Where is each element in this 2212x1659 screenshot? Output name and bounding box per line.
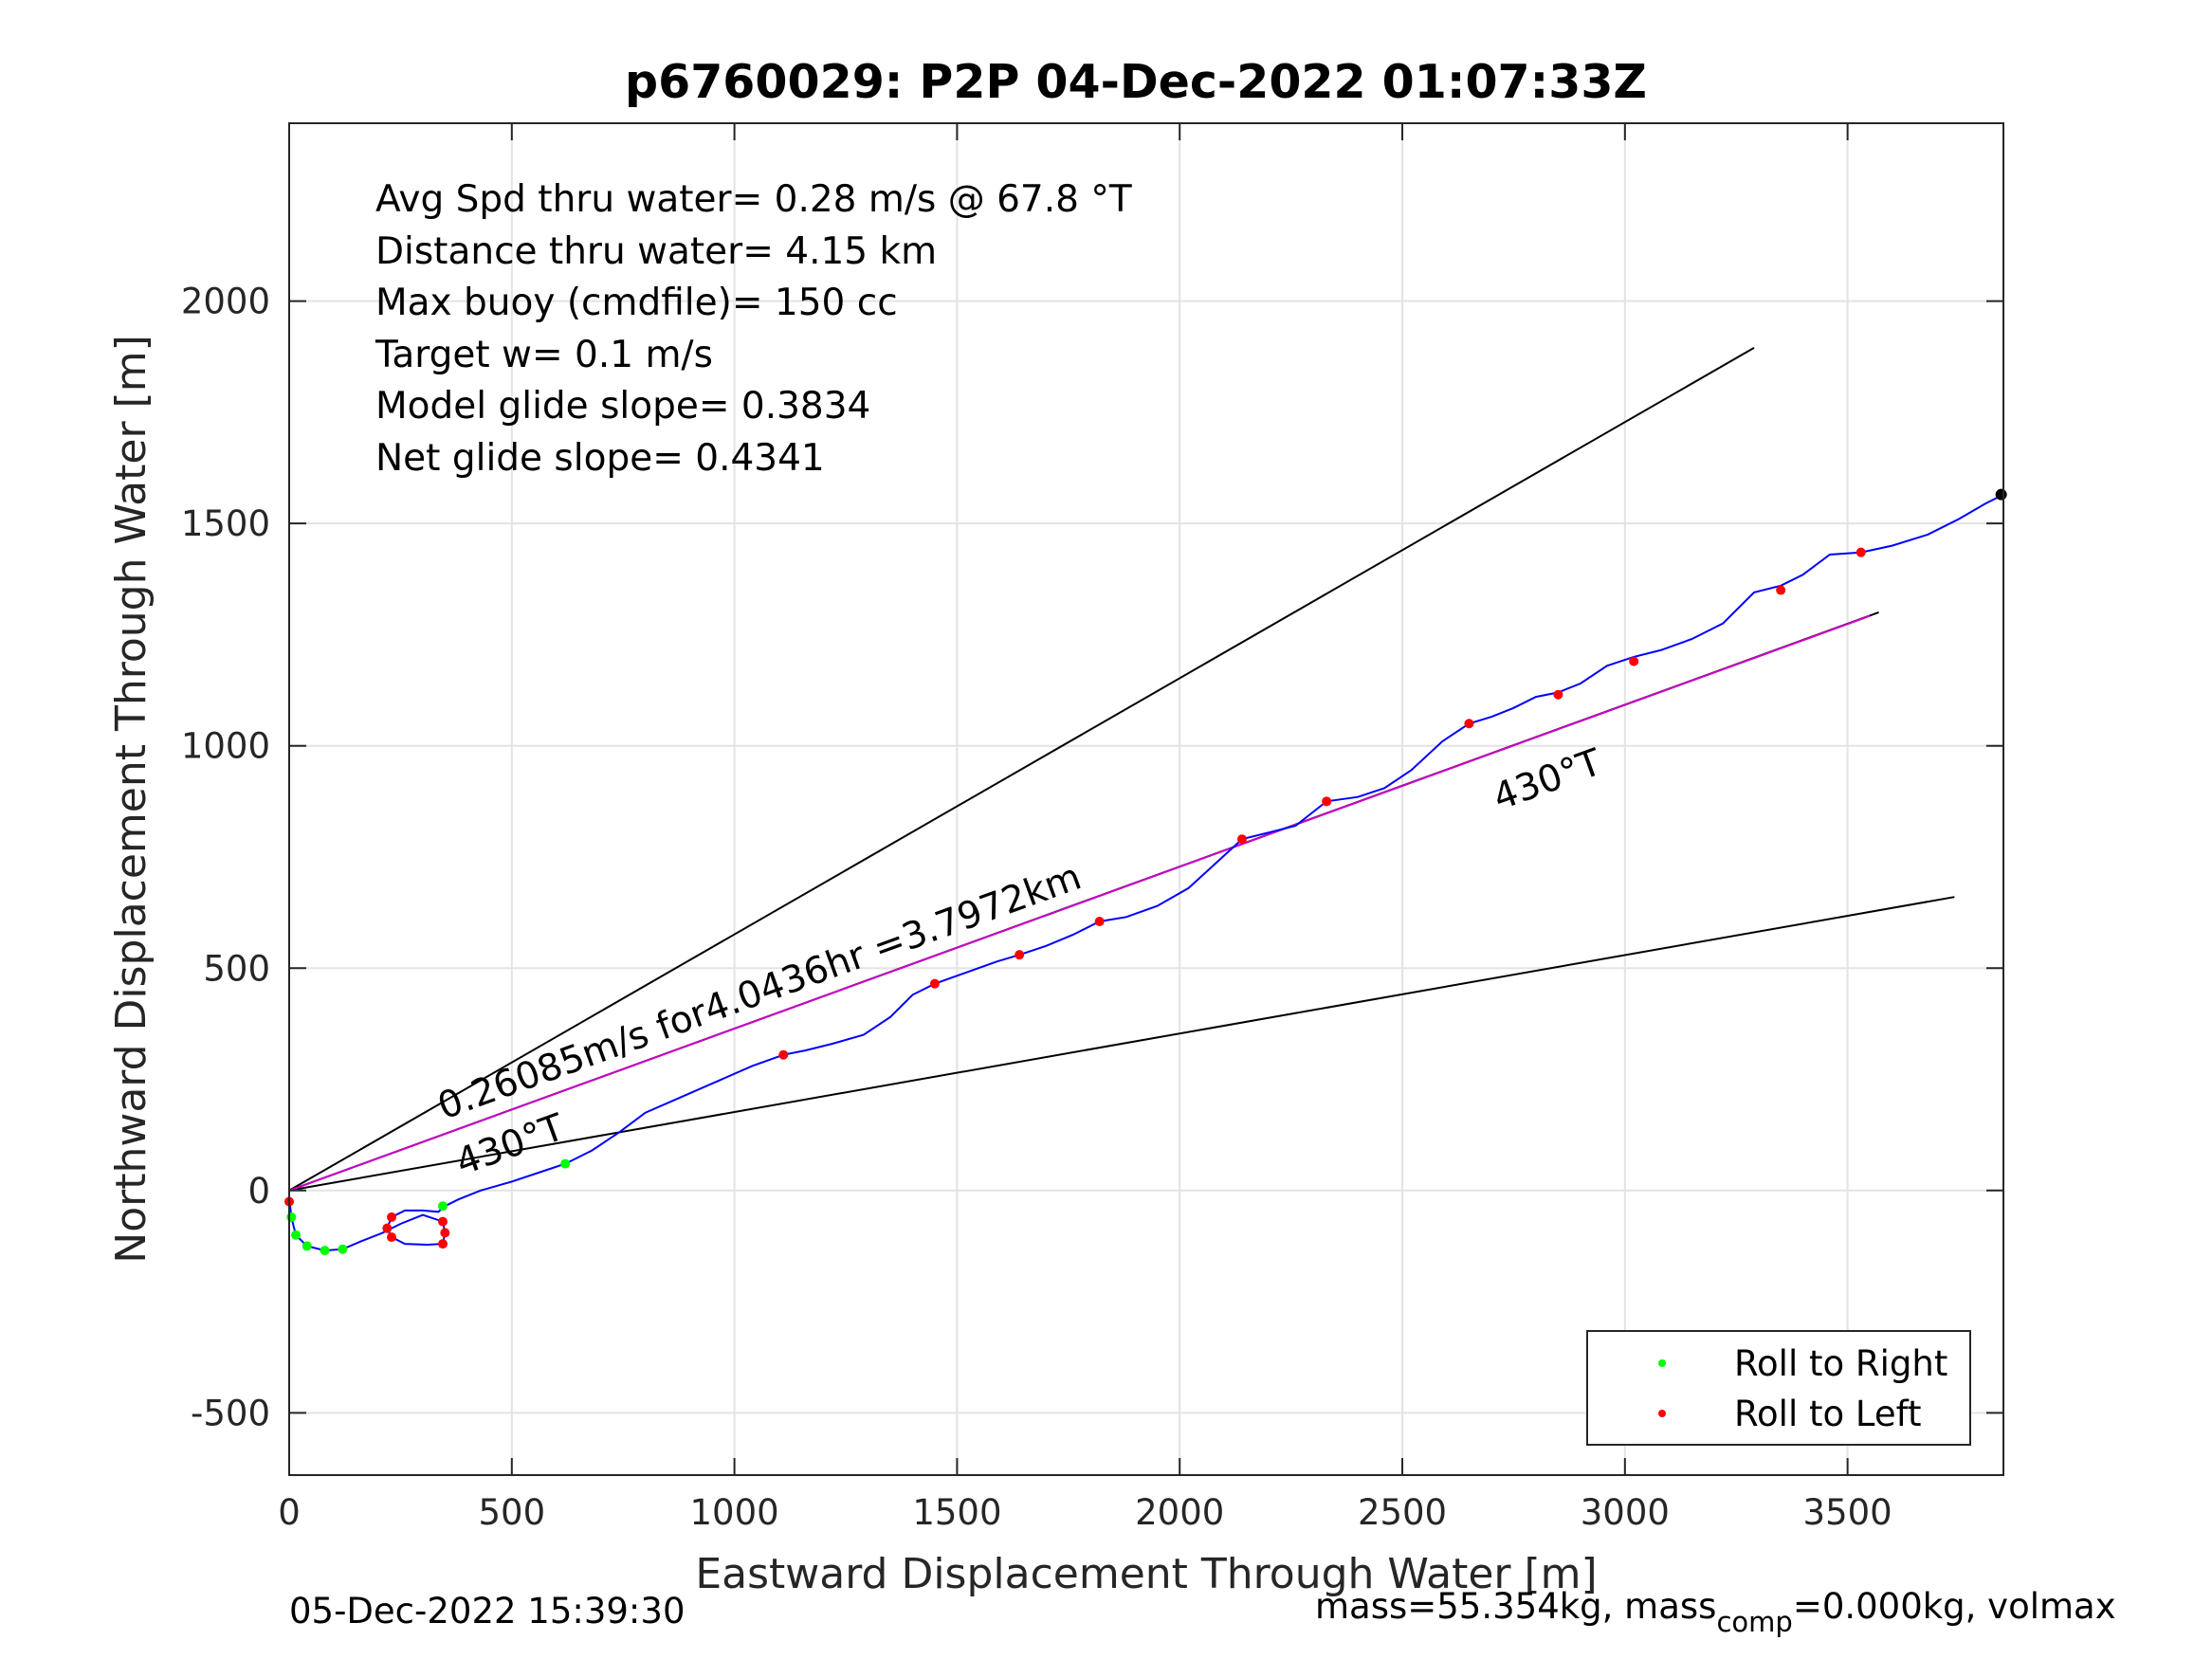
legend-roll-left-marker	[1658, 1410, 1666, 1417]
roll-left-point	[1856, 547, 1866, 557]
footer-mass-prefix: mass=55.354kg, mass	[1315, 1586, 1716, 1627]
roll-left-point	[1776, 585, 1786, 595]
roll-left-point	[440, 1228, 450, 1238]
end-point-marker	[1995, 488, 2007, 501]
x-tick-label: 3500	[1803, 1492, 1892, 1533]
roll-left-point	[778, 1049, 789, 1060]
stat-distance: Distance thru water= 4.15 km	[375, 230, 937, 273]
roll-left-point	[1322, 796, 1332, 807]
roll-left-point	[1464, 719, 1474, 729]
roll-left-point	[1553, 689, 1563, 700]
reference-line-lower	[288, 896, 1955, 1192]
roll-left-point	[1015, 950, 1025, 960]
y-tick-label: 500	[203, 948, 270, 989]
reference-line-upper	[288, 347, 1755, 1192]
y-tick-label: 0	[247, 1171, 270, 1212]
roll-left-point	[929, 978, 940, 989]
roll-left-point	[438, 1239, 448, 1249]
roll-left-point	[387, 1212, 397, 1222]
roll-left-point	[1236, 834, 1247, 845]
reference-lines	[288, 347, 1955, 1192]
stat-max-buoy: Max buoy (cmdfile)= 150 cc	[375, 282, 898, 324]
roll-right-point	[286, 1212, 297, 1222]
stats-block: Avg Spd thru water= 0.28 m/s @ 67.8 °T D…	[375, 178, 1132, 480]
roll-left-point	[1094, 916, 1105, 926]
stat-target-w: Target w= 0.1 m/s	[375, 334, 713, 376]
chart-title: p6760029: P2P 04-Dec-2022 01:07:33Z	[625, 55, 1647, 109]
x-tick-label: 1500	[912, 1492, 1001, 1533]
footer-mass-subscript: comp	[1716, 1606, 1792, 1638]
legend: Roll to Right Roll to Left	[1586, 1330, 1971, 1446]
axis-ticks: 0 500 1000 1500 2000 2500 3000 3500 -500 0 500 1000…	[181, 123, 2003, 1533]
legend-roll-right-marker	[1658, 1359, 1666, 1367]
x-tick-label: 0	[278, 1492, 301, 1533]
roll-right-point	[560, 1158, 571, 1169]
x-tick-label: 2500	[1358, 1492, 1447, 1533]
y-tick-label: -500	[191, 1393, 270, 1433]
stat-avg-speed: Avg Spd thru water= 0.28 m/s @ 67.8 °T	[375, 178, 1132, 221]
roll-left-point	[382, 1223, 393, 1233]
x-tick-label: 1000	[690, 1492, 779, 1533]
roll-right-point	[302, 1241, 312, 1251]
footer-mass-info: mass=55.354kg, masscomp=0.000kg, volmax	[1315, 1586, 2116, 1638]
roll-right-point	[338, 1244, 348, 1254]
roll-left-point	[1629, 656, 1639, 666]
y-axis-label: Northward Displacement Through Water [m]	[107, 335, 155, 1263]
y-tick-label: 1500	[181, 503, 270, 544]
roll-markers	[284, 488, 2007, 1256]
roll-right-point	[438, 1201, 448, 1212]
stat-model-glide-slope: Model glide slope= 0.3834	[375, 385, 870, 428]
x-tick-label: 500	[478, 1492, 545, 1533]
x-tick-label: 2000	[1135, 1492, 1224, 1533]
stat-net-glide-slope: Net glide slope= 0.4341	[375, 437, 825, 480]
legend-roll-left-label: Roll to Left	[1734, 1394, 1922, 1434]
roll-left-point	[438, 1216, 448, 1227]
grid-lines	[288, 123, 2003, 1475]
roll-right-point	[291, 1230, 302, 1240]
legend-box	[1586, 1330, 1971, 1446]
y-tick-label: 1000	[181, 726, 270, 767]
x-axis-label: Eastward Displacement Through Water [m]	[695, 1550, 1597, 1598]
footer-mass-suffix: =0.000kg, volmax	[1793, 1586, 2116, 1627]
y-tick-label: 2000	[181, 282, 270, 322]
reference-line-target	[288, 614, 1871, 1192]
roll-left-point	[387, 1232, 397, 1243]
roll-right-point	[320, 1246, 330, 1256]
plot-frame	[288, 122, 2004, 1476]
footer-timestamp: 05-Dec-2022 15:39:30	[289, 1591, 685, 1632]
legend-roll-right-label: Roll to Right	[1734, 1343, 1947, 1384]
x-tick-label: 3000	[1581, 1492, 1670, 1533]
